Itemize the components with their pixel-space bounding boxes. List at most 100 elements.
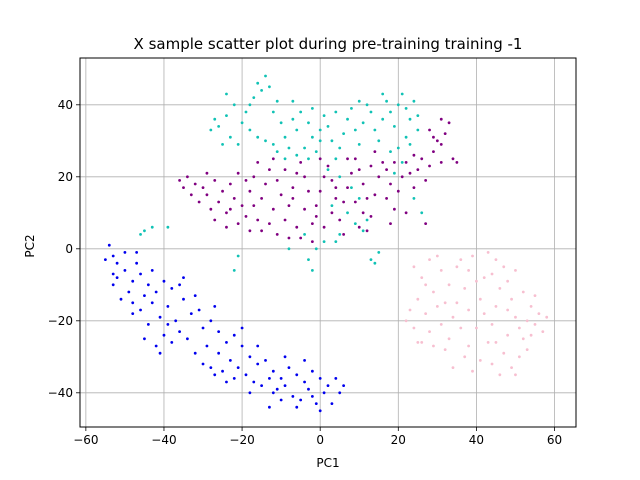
scatter-point-blue xyxy=(205,344,209,348)
scatter-point-cyan xyxy=(260,89,264,92)
scatter-point-cyan xyxy=(392,171,396,175)
scatter-point-blue xyxy=(166,305,170,308)
scatter-point-cyan xyxy=(416,114,420,117)
scatter-point-pink xyxy=(412,326,416,330)
chart-title: X sample scatter plot during pre-trainin… xyxy=(134,35,523,53)
scatter-point-pink xyxy=(447,337,451,341)
scatter-point-pink xyxy=(428,258,431,261)
scatter-point-purple xyxy=(221,189,224,193)
scatter-point-purple xyxy=(314,215,318,218)
scatter-point-purple xyxy=(213,179,217,182)
scatter-point-cyan xyxy=(389,110,392,114)
scatter-point-blue xyxy=(143,294,146,297)
scatter-point-purple xyxy=(264,182,267,186)
scatter-point-purple xyxy=(232,197,236,200)
scatter-point-pink xyxy=(517,355,521,359)
scatter-point-cyan xyxy=(166,225,170,229)
scatter-point-purple xyxy=(353,157,357,161)
scatter-point-blue xyxy=(330,402,334,405)
scatter-point-pink xyxy=(459,326,463,330)
scatter-point-purple xyxy=(225,225,228,229)
scatter-point-purple xyxy=(252,204,256,208)
scatter-point-purple xyxy=(338,218,342,222)
scatter-point-purple xyxy=(369,215,373,218)
scatter-point-cyan xyxy=(264,74,267,78)
scatter-point-pink xyxy=(510,297,513,301)
scatter-point-purple xyxy=(217,200,221,204)
scatter-point-purple xyxy=(186,175,189,179)
scatter-point-blue xyxy=(248,355,252,359)
scatter-point-pink xyxy=(498,373,502,377)
scatter-point-pink xyxy=(424,283,428,287)
scatter-point-purple xyxy=(439,117,443,121)
scatter-point-purple xyxy=(213,218,217,222)
x-tick-label: 20 xyxy=(391,433,406,447)
scatter-point-cyan xyxy=(268,85,271,89)
scatter-point-blue xyxy=(154,344,158,348)
scatter-point-blue xyxy=(107,243,111,247)
scatter-point-blue xyxy=(291,395,295,398)
scatter-point-pink xyxy=(420,341,424,344)
x-tick-label: −20 xyxy=(229,433,254,447)
scatter-point-purple xyxy=(424,222,428,226)
scatter-point-blue xyxy=(271,369,275,373)
scatter-point-pink xyxy=(517,326,521,330)
scatter-point-cyan xyxy=(369,110,373,114)
scatter-point-blue xyxy=(123,251,127,254)
scatter-point-blue xyxy=(103,258,107,261)
scatter-point-blue xyxy=(318,377,322,380)
scatter-point-purple xyxy=(373,150,377,154)
scatter-point-cyan xyxy=(150,225,154,229)
scatter-point-purple xyxy=(350,171,353,175)
scatter-point-purple xyxy=(248,189,252,193)
scatter-point-blue xyxy=(209,319,213,323)
scatter-point-purple xyxy=(412,186,416,190)
scatter-point-cyan xyxy=(412,197,416,200)
scatter-point-purple xyxy=(307,189,310,193)
scatter-point-cyan xyxy=(213,117,217,121)
scatter-point-blue xyxy=(322,391,326,395)
scatter-point-purple xyxy=(389,222,392,226)
scatter-point-cyan xyxy=(287,247,291,251)
scatter-point-cyan xyxy=(396,103,400,107)
scatter-point-purple xyxy=(295,171,299,175)
y-tick-label: 0 xyxy=(65,242,73,256)
scatter-point-purple xyxy=(240,204,244,208)
scatter-point-blue xyxy=(217,351,221,355)
scatter-point-cyan xyxy=(330,204,334,208)
scatter-point-blue xyxy=(143,337,146,341)
x-axis-label: PC1 xyxy=(316,456,339,470)
scatter-point-cyan xyxy=(299,110,303,114)
scatter-point-purple xyxy=(228,182,232,186)
scatter-point-purple xyxy=(279,193,283,197)
scatter-point-blue xyxy=(342,384,346,387)
scatter-point-purple xyxy=(381,161,385,164)
scatter-point-cyan xyxy=(271,110,275,114)
scatter-point-cyan xyxy=(318,139,322,143)
scatter-point-cyan xyxy=(310,135,314,139)
scatter-point-cyan xyxy=(248,128,252,132)
scatter-point-blue xyxy=(146,283,150,287)
scatter-point-pink xyxy=(412,265,416,269)
scatter-point-blue xyxy=(310,395,314,398)
scatter-point-blue xyxy=(295,405,299,409)
scatter-point-purple xyxy=(443,132,447,136)
scatter-point-purple xyxy=(205,171,209,175)
scatter-point-cyan xyxy=(232,103,236,107)
scatter-point-cyan xyxy=(287,146,291,150)
scatter-point-purple xyxy=(342,200,346,204)
scatter-point-purple xyxy=(408,171,412,175)
scatter-point-cyan xyxy=(283,135,287,139)
scatter-point-purple xyxy=(189,193,193,197)
scatter-point-pink xyxy=(471,369,474,373)
scatter-point-blue xyxy=(189,312,193,315)
scatter-point-pink xyxy=(506,333,510,337)
scatter-point-cyan xyxy=(240,121,244,125)
scatter-point-cyan xyxy=(307,157,310,161)
scatter-point-purple xyxy=(295,225,299,229)
scatter-point-pink xyxy=(443,348,447,351)
scatter-point-cyan xyxy=(314,150,318,154)
scatter-point-purple xyxy=(369,164,373,168)
scatter-point-purple xyxy=(310,222,314,226)
scatter-point-cyan xyxy=(291,99,295,103)
